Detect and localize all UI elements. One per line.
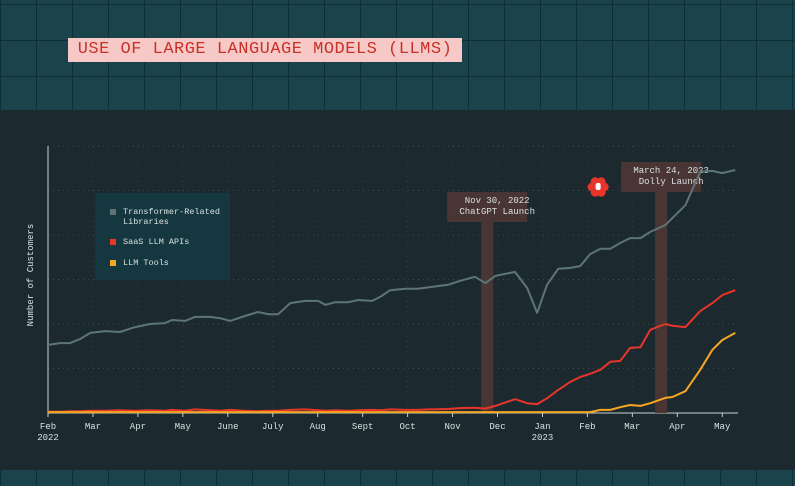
annotation-date: March 24, 2023 bbox=[633, 166, 709, 176]
annotation-event: Dolly Launch bbox=[639, 177, 704, 187]
legend-label: LLM Tools bbox=[123, 258, 169, 268]
x-tick-label: Apr bbox=[669, 422, 685, 432]
x-tick-label: Dec bbox=[489, 422, 505, 432]
x-tick-label: Aug bbox=[310, 422, 326, 432]
chart-title: USE OF LARGE LANGUAGE MODELS (LLMS) bbox=[68, 38, 462, 62]
x-tick-label: July bbox=[262, 422, 284, 432]
annotation-bar bbox=[655, 192, 668, 413]
series-line bbox=[48, 332, 736, 414]
y-axis-label: Number of Customers bbox=[26, 224, 36, 327]
footer-band bbox=[0, 470, 795, 486]
x-tick-label: Feb bbox=[579, 422, 595, 432]
annotation-box bbox=[447, 192, 528, 222]
legend: Transformer-Related Libraries SaaS LLM AP… bbox=[95, 193, 230, 280]
x-tick-label: Apr bbox=[130, 422, 146, 432]
annotation-event: ChatGPT Launch bbox=[459, 207, 535, 217]
annotation-box bbox=[621, 162, 702, 192]
x-tick-label: Oct bbox=[400, 422, 416, 432]
series-line bbox=[47, 169, 736, 346]
x-tick-label: May bbox=[714, 422, 731, 432]
x-year-label: 2022 bbox=[37, 433, 59, 443]
annotation-date: Nov 30, 2022 bbox=[465, 196, 530, 206]
x-tick-label: Nov bbox=[444, 422, 461, 432]
x-tick-label: Sept bbox=[352, 422, 374, 432]
x-tick-label: Mar bbox=[85, 422, 101, 432]
x-tick-label: May bbox=[175, 422, 192, 432]
dolly-icon bbox=[587, 177, 609, 197]
legend-swatch bbox=[110, 239, 116, 245]
icon-face bbox=[595, 183, 601, 190]
x-year-label: 2023 bbox=[532, 433, 554, 443]
series-line bbox=[48, 289, 736, 413]
legend-swatch bbox=[110, 260, 116, 266]
annotation-bar bbox=[481, 222, 494, 413]
legend-swatch bbox=[110, 209, 116, 215]
x-tick-label: Jan bbox=[534, 422, 550, 432]
legend-label: Transformer-Related Libraries bbox=[123, 207, 220, 227]
x-tick-label: June bbox=[217, 422, 239, 432]
legend-label: SaaS LLM APIs bbox=[123, 237, 190, 247]
x-tick-label: Mar bbox=[624, 422, 640, 432]
x-tick-label: Feb bbox=[40, 422, 56, 432]
